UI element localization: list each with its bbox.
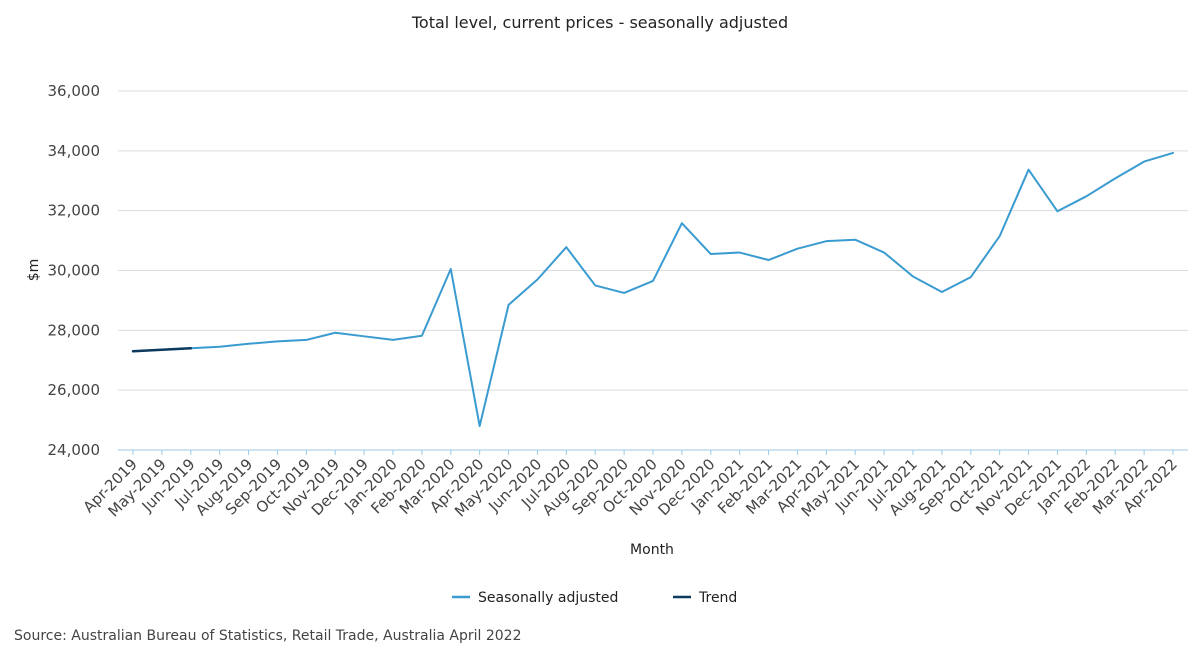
y-tick-label: 28,000 (48, 321, 101, 339)
y-tick-label: 32,000 (48, 202, 101, 220)
y-tick-label: 24,000 (48, 441, 101, 459)
legend-label-trend: Trend (698, 590, 737, 606)
gridlines (118, 90, 1188, 451)
legend-label-seasonally-adjusted: Seasonally adjusted (478, 590, 618, 606)
y-tick-label: 26,000 (48, 381, 101, 399)
y-tick-label: 34,000 (48, 142, 101, 160)
source-note: Source: Australian Bureau of Statistics,… (14, 628, 522, 644)
y-tick-label: 36,000 (48, 82, 101, 100)
y-tick-label: 30,000 (48, 262, 101, 280)
y-axis-label: $m (26, 259, 42, 282)
x-axis-ticks: Apr-2019May-2019Jun-2019Jul-2019Aug-2019… (80, 450, 1181, 520)
series-lines (131, 151, 1174, 428)
series-line-trend (131, 347, 193, 353)
series-line-seasonally-adjusted (132, 151, 1174, 428)
chart-title: Total level, current prices - seasonally… (411, 13, 788, 32)
y-axis-ticks: 24,000 26,000 28,000 30,000 32,000 34,000 36,0… (48, 82, 101, 459)
x-axis-label: Month (630, 542, 674, 558)
legend: Seasonally adjusted Trend (452, 590, 737, 606)
